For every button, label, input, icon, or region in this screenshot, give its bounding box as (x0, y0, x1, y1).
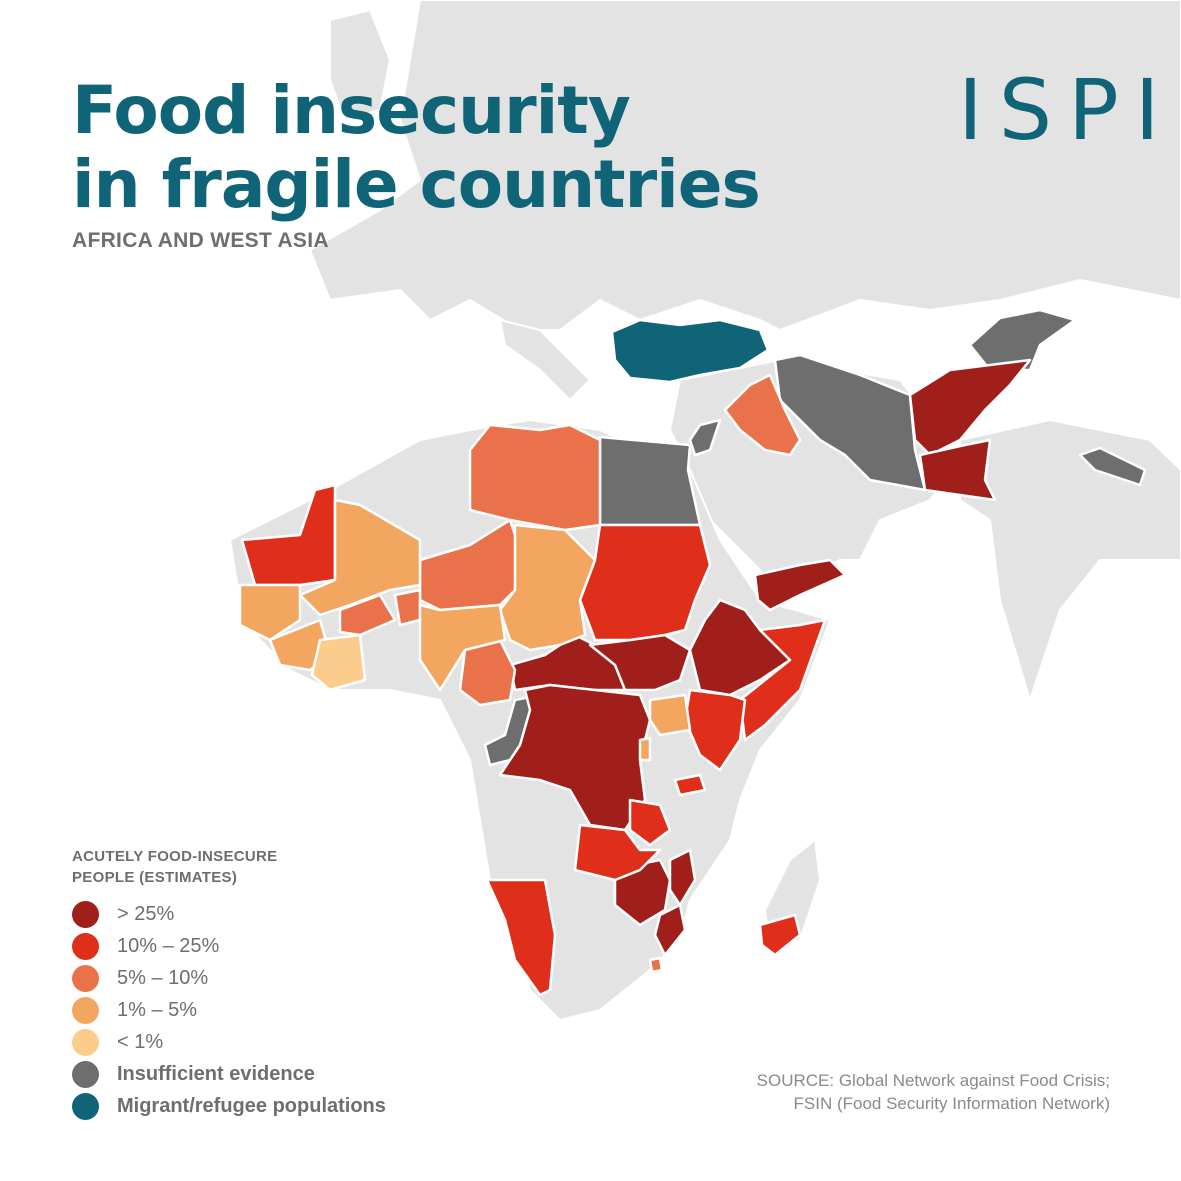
source-line-2: FSIN (Food Security Information Network) (793, 1094, 1110, 1113)
region-nepal (1078, 446, 1147, 487)
legend-label-over-25: > 25% (117, 902, 175, 925)
countries-migrant-refugee (610, 318, 770, 384)
countries-10-25 (240, 483, 827, 997)
legend-item-1-5: 1% – 5% (72, 994, 386, 1026)
source-line-1: SOURCE: Global Network against Food Cris… (756, 1071, 1110, 1090)
legend-swatch-over-25 (72, 900, 99, 928)
region-nigeria (418, 603, 507, 692)
region-madagascar-south (758, 913, 802, 957)
legend-label-1-5: 1% – 5% (117, 998, 198, 1021)
countries-5-10 (338, 373, 802, 974)
india-landmass (959, 419, 1181, 701)
region-namibia (485, 878, 557, 997)
region-benin-togo (393, 588, 422, 627)
legend-swatch-insufficient (72, 1060, 99, 1088)
legend-swatch-under-1 (72, 1028, 99, 1056)
region-mozambique-south (653, 903, 687, 957)
countries-insufficient-evidence (483, 308, 1147, 767)
region-iraq (723, 373, 802, 457)
british-isles (329, 9, 391, 121)
legend-label-migrant: Migrant/refugee populations (117, 1094, 386, 1117)
legend-swatch-1-5 (72, 996, 99, 1024)
region-senegal-guinea (238, 583, 302, 642)
legend-item-migrant: Migrant/refugee populations (72, 1090, 386, 1122)
region-turkey (610, 318, 770, 384)
italy-landmass (499, 319, 591, 401)
legend-item-insufficient: Insufficient evidence (72, 1058, 386, 1090)
europe-landmass (309, 0, 1181, 331)
legend-swatch-5-10 (72, 964, 99, 992)
legend: ACUTELY FOOD-INSECURE PEOPLE (ESTIMATES)… (72, 846, 386, 1122)
legend-label-under-1: < 1% (117, 1030, 164, 1053)
legend-item-5-10: 5% – 10% (72, 962, 386, 994)
region-levant (688, 418, 722, 457)
region-malawi (628, 798, 672, 847)
region-mozambique-north (668, 848, 697, 907)
region-lesotho (648, 956, 664, 974)
region-libya (468, 423, 602, 532)
region-afghanistan (908, 358, 1032, 457)
region-burundi (638, 736, 652, 762)
legend-title: ACUTELY FOOD-INSECURE PEOPLE (ESTIMATES) (72, 848, 278, 886)
legend-swatch-10-25 (72, 932, 99, 960)
region-iran (773, 353, 927, 492)
legend-label-5-10: 5% – 10% (117, 966, 209, 989)
subtitle: AFRICA AND WEST ASIA (72, 229, 329, 252)
region-zambia (573, 823, 662, 882)
region-yemen (753, 558, 847, 612)
legend-item-10-25: 10% – 25% (72, 930, 386, 962)
source-note: SOURCE: Global Network against Food Cris… (757, 1069, 1110, 1115)
region-uganda (648, 693, 692, 737)
legend-label-insufficient: Insufficient evidence (117, 1062, 315, 1085)
region-somalia (738, 618, 827, 742)
legend-label-10-25: 10% – 25% (117, 934, 220, 957)
legend-swatch-migrant (72, 1092, 99, 1120)
legend-item-under-1: < 1% (72, 1026, 386, 1058)
region-mali (298, 498, 422, 617)
title-line-1: Food insecurity (72, 72, 631, 149)
region-chad (498, 523, 597, 652)
region-south-asia-west (918, 438, 997, 502)
title-line-2: in fragile countries (72, 146, 761, 223)
region-egypt (598, 435, 702, 527)
ispi-logo: ISPI (958, 61, 1176, 159)
region-tanzania-patch (673, 773, 707, 797)
countries-under-1 (310, 633, 367, 692)
legend-item-over-25: > 25% (72, 898, 386, 930)
region-cote-divoire (310, 633, 367, 692)
